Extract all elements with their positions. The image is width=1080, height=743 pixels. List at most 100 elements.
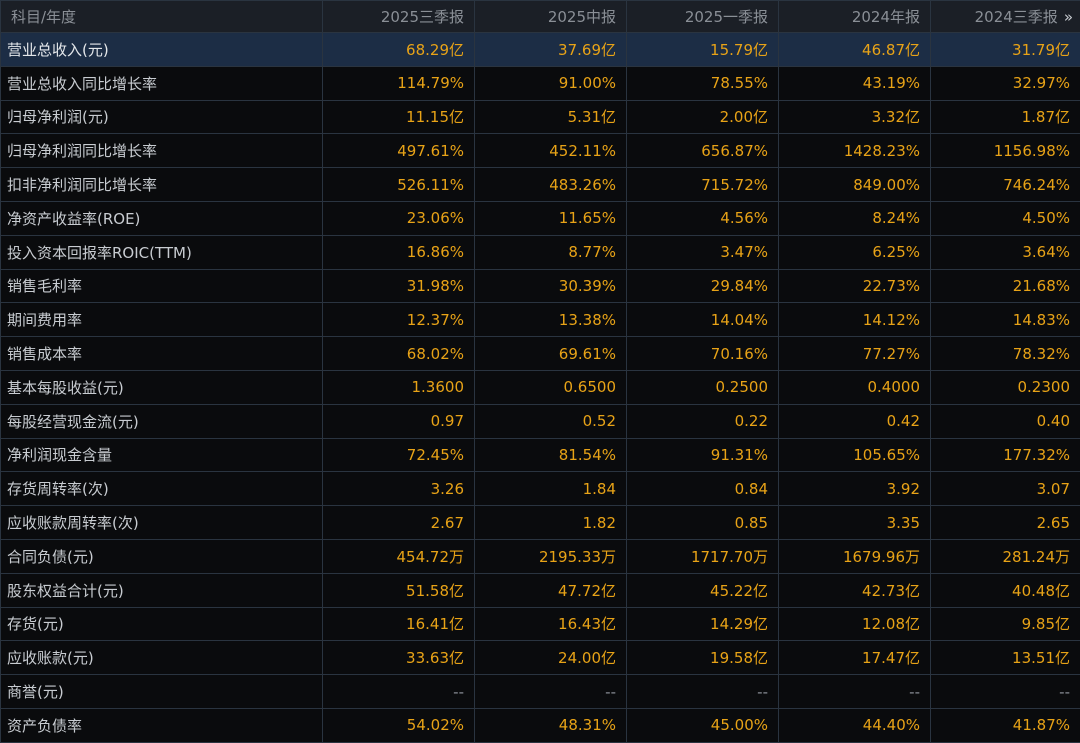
value-cell: 78.32% — [931, 337, 1080, 371]
value-cell: 77.27% — [779, 337, 931, 371]
value-cell: 41.87% — [931, 708, 1080, 742]
period-header[interactable]: 2025三季报 — [323, 1, 475, 33]
value-cell: 0.6500 — [475, 370, 627, 404]
value-cell: 4.56% — [627, 201, 779, 235]
value-cell: 0.84 — [627, 472, 779, 506]
row-label: 存货周转率(次) — [1, 472, 323, 506]
value-cell: 42.73亿 — [779, 573, 931, 607]
row-label: 期间费用率 — [1, 303, 323, 337]
value-cell: 0.2300 — [931, 370, 1080, 404]
value-cell: 51.58亿 — [323, 573, 475, 607]
value-cell: 3.64% — [931, 235, 1080, 269]
value-cell: 45.22亿 — [627, 573, 779, 607]
row-label: 基本每股收益(元) — [1, 370, 323, 404]
double-chevron-right-icon[interactable]: » — [1064, 8, 1070, 26]
value-cell: 68.02% — [323, 337, 475, 371]
value-cell: 1428.23% — [779, 134, 931, 168]
period-header[interactable]: 2025一季报 — [627, 1, 779, 33]
value-cell: 81.54% — [475, 438, 627, 472]
value-cell: 3.07 — [931, 472, 1080, 506]
value-cell: 0.2500 — [627, 370, 779, 404]
value-cell: 21.68% — [931, 269, 1080, 303]
value-cell: 2195.33万 — [475, 539, 627, 573]
value-cell: -- — [779, 675, 931, 709]
value-cell: 11.65% — [475, 201, 627, 235]
value-cell: 105.65% — [779, 438, 931, 472]
value-cell: 454.72万 — [323, 539, 475, 573]
value-cell: 2.65 — [931, 506, 1080, 540]
period-header[interactable]: 2024年报 — [779, 1, 931, 33]
value-cell: 47.72亿 — [475, 573, 627, 607]
value-cell: 70.16% — [627, 337, 779, 371]
table-row[interactable]: 商誉(元)---------- — [1, 675, 1080, 709]
value-cell: 68.29亿 — [323, 33, 475, 67]
value-cell: 91.00% — [475, 66, 627, 100]
table-row[interactable]: 投入资本回报率ROIC(TTM)16.86%8.77%3.47%6.25%3.6… — [1, 235, 1080, 269]
value-cell: 1.3600 — [323, 370, 475, 404]
value-cell: 22.73% — [779, 269, 931, 303]
row-label: 销售成本率 — [1, 337, 323, 371]
period-header-last[interactable]: 2024三季报» — [931, 1, 1080, 33]
value-cell: 31.98% — [323, 269, 475, 303]
table-row[interactable]: 净资产收益率(ROE)23.06%11.65%4.56%8.24%4.50% — [1, 201, 1080, 235]
value-cell: 3.47% — [627, 235, 779, 269]
value-cell: 3.35 — [779, 506, 931, 540]
value-cell: 16.86% — [323, 235, 475, 269]
period-header[interactable]: 2025中报 — [475, 1, 627, 33]
value-cell: 0.22 — [627, 404, 779, 438]
value-cell: 13.51亿 — [931, 641, 1080, 675]
value-cell: 45.00% — [627, 708, 779, 742]
row-label: 合同负债(元) — [1, 539, 323, 573]
value-cell: 483.26% — [475, 168, 627, 202]
value-cell: 43.19% — [779, 66, 931, 100]
value-cell: 114.79% — [323, 66, 475, 100]
value-cell: 54.02% — [323, 708, 475, 742]
value-cell: 33.63亿 — [323, 641, 475, 675]
value-cell: 14.12% — [779, 303, 931, 337]
value-cell: 0.97 — [323, 404, 475, 438]
value-cell: 44.40% — [779, 708, 931, 742]
value-cell: 14.83% — [931, 303, 1080, 337]
value-cell: 0.52 — [475, 404, 627, 438]
value-cell: 2.67 — [323, 506, 475, 540]
value-cell: 3.32亿 — [779, 100, 931, 134]
row-label: 存货(元) — [1, 607, 323, 641]
value-cell: 46.87亿 — [779, 33, 931, 67]
value-cell: 4.50% — [931, 201, 1080, 235]
row-label: 营业总收入同比增长率 — [1, 66, 323, 100]
header-item-label: 科目/年度 — [1, 1, 323, 33]
value-cell: 526.11% — [323, 168, 475, 202]
value-cell: 14.04% — [627, 303, 779, 337]
value-cell: 1717.70万 — [627, 539, 779, 573]
value-cell: 37.69亿 — [475, 33, 627, 67]
value-cell: 656.87% — [627, 134, 779, 168]
row-label: 净资产收益率(ROE) — [1, 201, 323, 235]
value-cell: 30.39% — [475, 269, 627, 303]
value-cell: 2.00亿 — [627, 100, 779, 134]
value-cell: 746.24% — [931, 168, 1080, 202]
value-cell: 497.61% — [323, 134, 475, 168]
value-cell: 8.77% — [475, 235, 627, 269]
value-cell: 281.24万 — [931, 539, 1080, 573]
value-cell: 1679.96万 — [779, 539, 931, 573]
row-label: 归母净利润同比增长率 — [1, 134, 323, 168]
value-cell: 48.31% — [475, 708, 627, 742]
